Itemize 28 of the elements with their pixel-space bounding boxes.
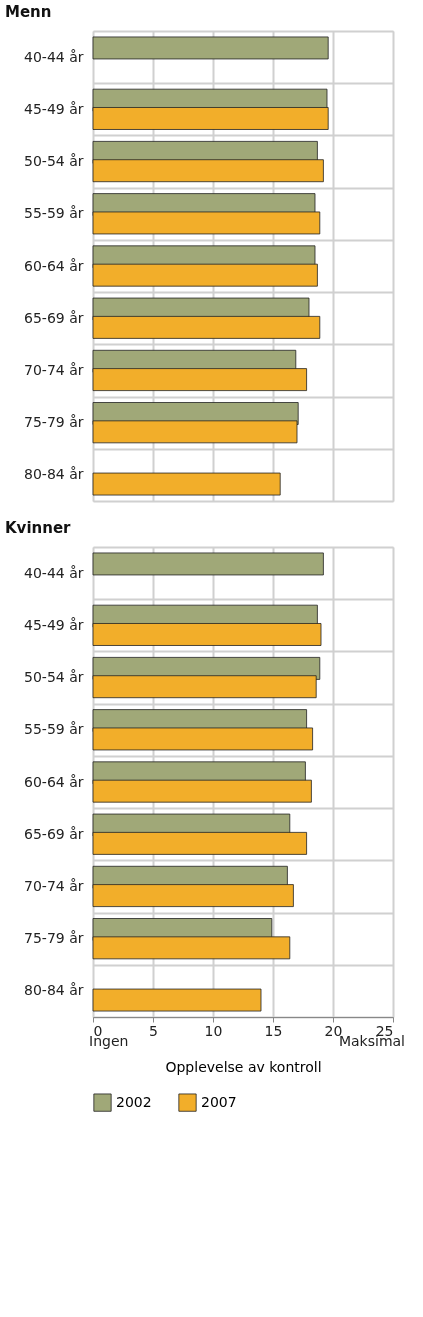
y-tick-label: 70-74 år — [24, 877, 84, 894]
legend-label: 2002 — [116, 1093, 152, 1110]
y-tick-label: 60-64 år — [24, 773, 84, 790]
y-tick-label: 45-49 år — [24, 616, 84, 633]
y-tick-label: 65-69 år — [24, 825, 84, 842]
y-tick-label: 50-54 år — [24, 669, 84, 686]
y-tick-label: 55-59 år — [24, 205, 84, 222]
y-tick-label: 40-44 år — [24, 564, 84, 581]
y-tick-label: 65-69 år — [24, 309, 84, 326]
y-tick-label: 50-54 år — [24, 153, 84, 170]
x-tick-label: 15 — [264, 1022, 283, 1039]
y-tick-label: 75-79 år — [24, 930, 84, 947]
chart-title: Menn — [5, 3, 52, 21]
y-tick-label: 80-84 år — [24, 466, 84, 483]
x-tick-label: 5 — [149, 1022, 158, 1039]
y-tick-label: 75-79 år — [24, 414, 84, 431]
bar — [92, 472, 281, 496]
y-tick-label: 80-84 år — [24, 982, 84, 999]
chart-title: Kvinner — [5, 519, 72, 537]
y-tick-label: 45-49 år — [24, 100, 84, 117]
x-tick-label: 10 — [204, 1022, 223, 1039]
bar — [92, 36, 329, 60]
y-tick-label: 40-44 år — [24, 48, 84, 65]
y-tick-label: 60-64 år — [24, 257, 84, 274]
x-axis-title: Opplevelse av kontroll — [165, 1058, 322, 1075]
y-tick-label: 55-59 år — [24, 721, 84, 738]
legend-label: 2007 — [201, 1093, 237, 1110]
y-tick-label: 70-74 år — [24, 361, 84, 378]
